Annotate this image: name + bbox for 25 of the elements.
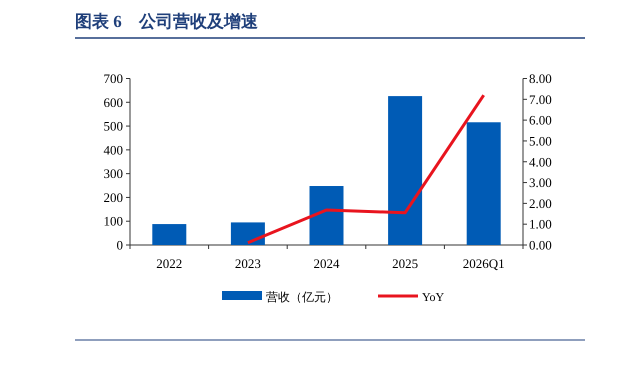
y2-tick-label: 6.00 (529, 112, 552, 128)
x-tick-label: 2024 (314, 256, 340, 271)
y-tick-label: 500 (104, 118, 123, 134)
y2-tick-label: 5.00 (529, 133, 552, 148)
y2-tick-label: 0.00 (529, 238, 552, 252)
y2-tick-label: 7.00 (529, 92, 552, 107)
x-tick-label: 2025 (392, 256, 418, 271)
legend-label: YoY (422, 290, 444, 304)
x-tick-label: 2026Q1 (462, 256, 505, 271)
y2-tick-label: 2.00 (529, 196, 552, 211)
y2-tick-label: 4.00 (529, 154, 552, 170)
y2-tick-label: 8.00 (529, 71, 552, 86)
y-tick-label: 0 (116, 238, 123, 252)
x-tick-label: 2023 (234, 256, 261, 271)
legend-label: 营收（亿元） (266, 290, 338, 304)
title: 图表 6 公司营收及增速 (75, 12, 258, 31)
y-tick-label: 700 (104, 71, 123, 86)
y-tick-label: 400 (104, 142, 123, 158)
y-tick-label: 300 (104, 166, 123, 182)
y2-tick-label: 3.00 (529, 175, 552, 190)
y-tick-label: 100 (104, 214, 123, 229)
y2-tick-label: 1.00 (529, 216, 552, 232)
y-tick-label: 600 (104, 94, 123, 110)
x-tick-label: 2022 (156, 256, 182, 271)
y-tick-label: 200 (104, 190, 123, 205)
